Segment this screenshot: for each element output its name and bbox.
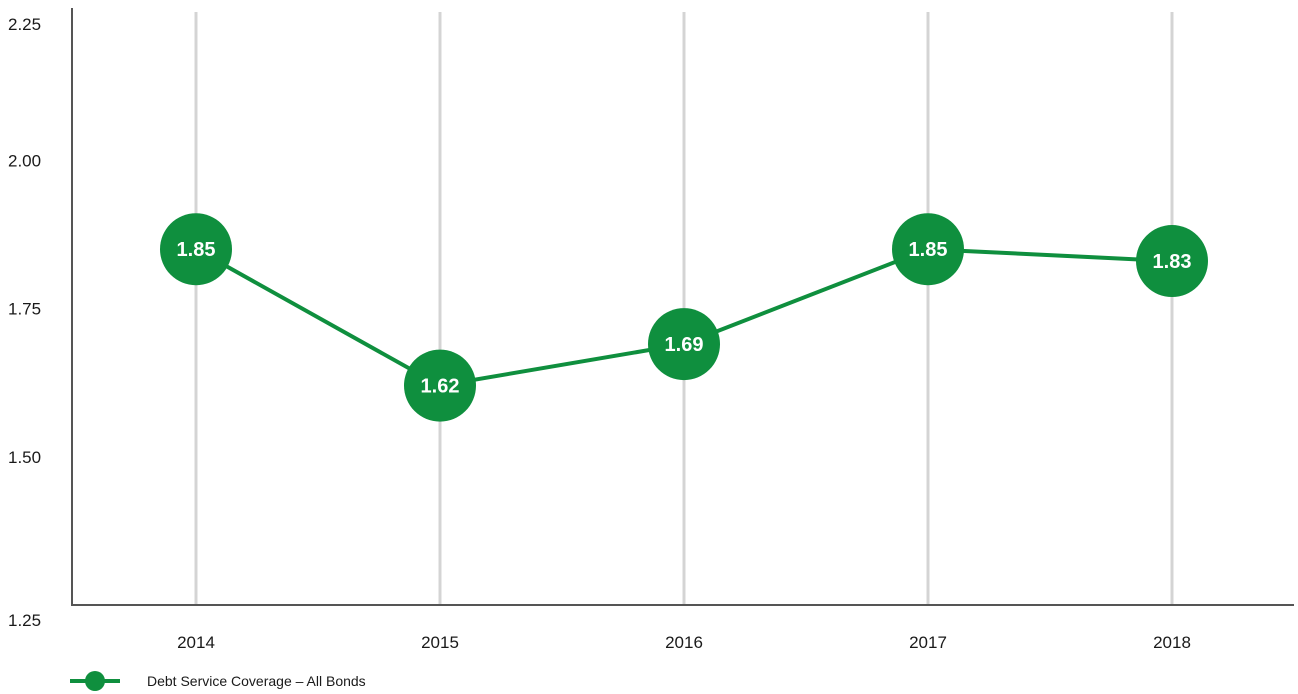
y-tick-label-1.25: 1.25 (8, 611, 41, 630)
data-label-2018: 1.83 (1153, 251, 1192, 273)
series-debt-service-coverage: 1.85 1.62 1.69 1.85 1.83 (160, 213, 1208, 422)
x-tick-label-2018: 2018 (1153, 633, 1191, 652)
legend-label: Debt Service Coverage – All Bonds (147, 673, 366, 689)
legend: Debt Service Coverage – All Bonds (70, 668, 366, 694)
x-tick-label-2014: 2014 (177, 633, 215, 652)
data-point-2014 (160, 213, 232, 286)
data-label-2014: 1.85 (177, 239, 216, 261)
axes (71, 8, 1294, 606)
x-tick-label-2017: 2017 (909, 633, 947, 652)
data-label-2015: 1.62 (421, 376, 460, 398)
line-chart: 1.251.501.752.002.25 2014 2015 2016 2017 201… (8, 8, 1294, 652)
x-tick-label-2015: 2015 (421, 633, 459, 652)
data-point-2015 (404, 349, 476, 422)
x-axis-ticks: 2014 2015 2016 2017 2018 (177, 633, 1191, 652)
data-label-2016: 1.69 (665, 334, 704, 356)
data-point-2017 (892, 213, 964, 286)
y-tick-label-2.25: 2.25 (8, 15, 41, 34)
x-tick-label-2016: 2016 (665, 633, 703, 652)
y-tick-label-1.50: 1.50 (8, 448, 41, 467)
data-label-2017: 1.85 (909, 239, 948, 261)
line-with-circle-marker-icon (70, 671, 120, 691)
y-tick-label-1.75: 1.75 (8, 300, 41, 319)
y-axis-ticks: 1.25 1.50 1.75 2.00 2.25 (8, 15, 41, 630)
data-point-2018 (1136, 225, 1208, 298)
data-point-2016 (648, 308, 720, 381)
y-tick-label-2.00: 2.00 (8, 151, 41, 170)
